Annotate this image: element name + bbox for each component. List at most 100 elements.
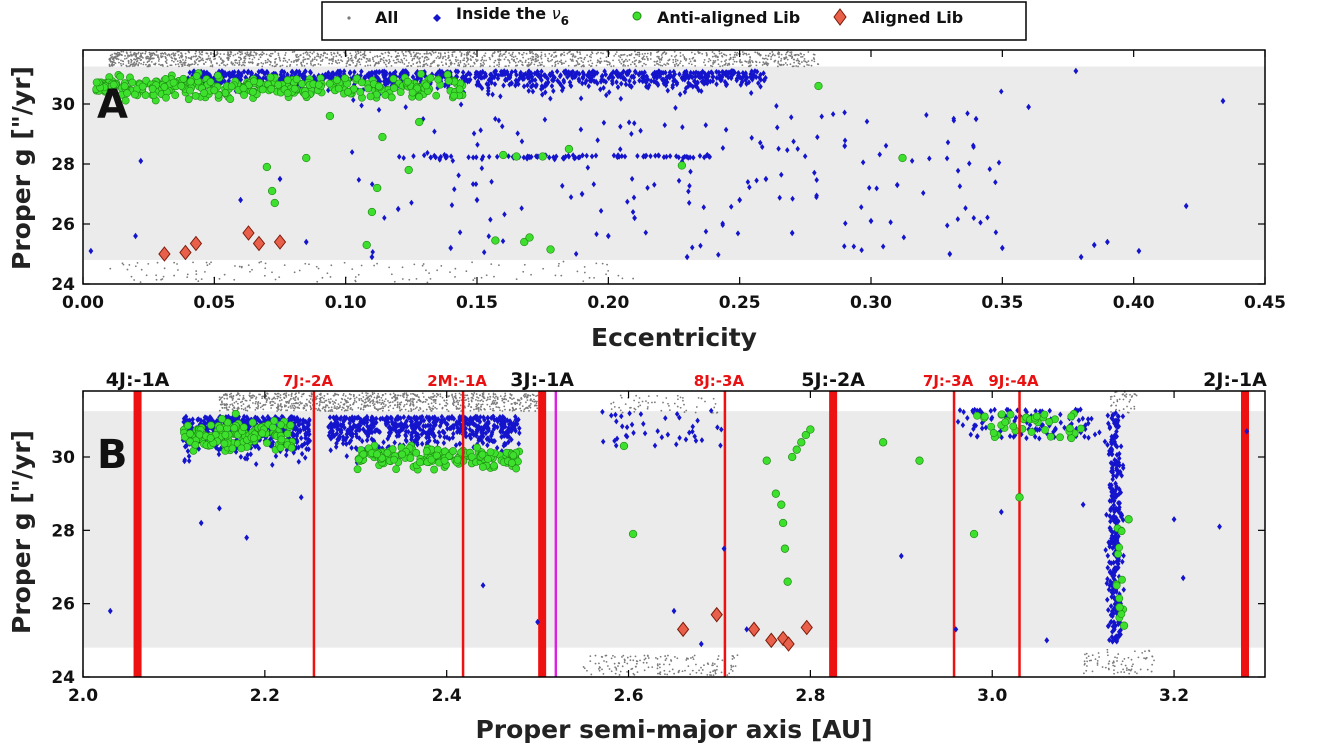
all-point — [583, 266, 586, 268]
all-point — [428, 52, 431, 54]
all-point — [666, 673, 669, 676]
all-point — [277, 52, 280, 55]
all-point — [487, 393, 490, 395]
all-point — [132, 63, 134, 66]
nu6-point — [529, 73, 534, 80]
all-point — [691, 656, 694, 659]
all-point — [685, 59, 687, 62]
all-point — [410, 393, 412, 395]
all-point — [1108, 668, 1110, 671]
anti-aligned-point — [390, 84, 398, 93]
all-point — [413, 398, 416, 401]
all-point — [510, 394, 513, 397]
all-point — [309, 408, 312, 411]
nu6-point — [629, 175, 635, 182]
all-point — [635, 662, 638, 665]
all-point — [797, 54, 800, 57]
anti-aligned-point — [210, 86, 219, 95]
all-point — [430, 396, 432, 398]
all-point — [362, 400, 364, 403]
all-point — [243, 57, 246, 59]
all-point — [457, 59, 459, 62]
all-point — [177, 63, 180, 66]
all-point — [242, 403, 245, 406]
all-point — [719, 65, 721, 68]
all-point — [638, 51, 641, 54]
nu6-point — [594, 69, 600, 76]
all-point — [708, 57, 711, 60]
all-point — [201, 57, 204, 60]
all-point — [647, 401, 650, 404]
nu6-point — [1220, 97, 1226, 105]
all-point — [261, 51, 264, 54]
all-point — [717, 63, 720, 66]
all-point — [414, 407, 417, 410]
all-point — [415, 277, 418, 280]
all-point — [705, 51, 708, 54]
all-point — [291, 403, 293, 405]
nu6-point — [559, 87, 565, 94]
all-point — [258, 54, 261, 56]
all-point — [553, 56, 555, 58]
all-point — [790, 53, 793, 55]
all-point — [720, 671, 723, 674]
all-point — [255, 396, 258, 399]
all-point — [501, 55, 504, 57]
all-point — [489, 58, 492, 61]
all-point — [137, 57, 140, 60]
all-point — [257, 406, 259, 408]
all-point — [450, 63, 452, 66]
all-point — [641, 57, 644, 60]
all-point — [674, 55, 676, 58]
all-point — [195, 270, 198, 272]
nu6-point — [866, 184, 872, 191]
nu6-point — [851, 243, 857, 250]
all-point — [369, 405, 372, 407]
all-point — [327, 398, 330, 401]
all-point — [602, 52, 604, 55]
all-point — [514, 55, 517, 58]
all-point — [293, 271, 296, 274]
all-point — [179, 59, 182, 62]
all-point — [511, 53, 514, 56]
all-point — [490, 263, 493, 266]
all-point — [290, 398, 292, 400]
nu6-point — [629, 130, 634, 137]
nu6-point — [686, 74, 691, 81]
all-point — [393, 280, 396, 283]
all-point — [293, 50, 296, 53]
x-tick-label: 0.40 — [1113, 293, 1155, 313]
all-point — [577, 57, 580, 60]
nu6-point — [282, 69, 287, 76]
all-point — [157, 60, 160, 62]
all-point — [1120, 663, 1123, 666]
all-point — [134, 58, 137, 61]
nu6-point — [748, 89, 754, 96]
all-point — [711, 65, 714, 68]
all-point — [246, 51, 249, 54]
all-point — [624, 65, 627, 67]
all-point — [564, 60, 567, 63]
all-point — [266, 392, 268, 395]
all-point — [595, 262, 598, 265]
nu6-point — [297, 427, 303, 434]
nu6-point — [967, 160, 972, 167]
all-point — [658, 63, 660, 66]
all-point — [196, 57, 199, 60]
all-point — [499, 50, 502, 53]
panel-b-nu6-cloud — [179, 406, 1128, 645]
nu6-point — [645, 184, 650, 191]
all-point — [619, 56, 622, 59]
all-point — [812, 57, 815, 59]
nu6-point — [927, 155, 932, 162]
all-point — [596, 59, 599, 62]
nu6-point — [618, 146, 623, 153]
x-tick-label: 0.25 — [719, 293, 761, 313]
nu6-point — [293, 426, 298, 433]
nu6-point — [248, 451, 253, 458]
all-point — [279, 59, 282, 62]
all-point — [339, 54, 342, 56]
all-point — [548, 52, 551, 55]
all-point — [410, 398, 412, 400]
all-point — [503, 405, 506, 408]
